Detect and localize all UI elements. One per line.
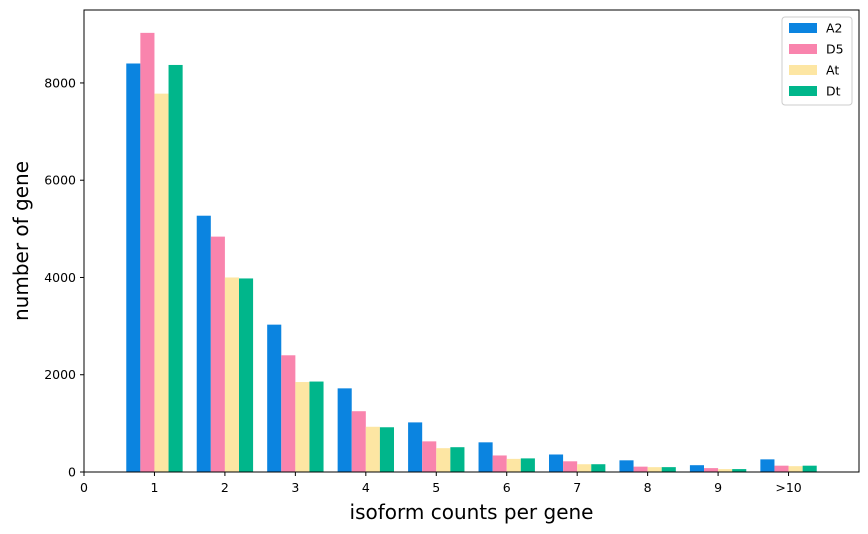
- legend-label-d5: D5: [826, 42, 844, 57]
- bar-d5-gt10: [774, 465, 789, 472]
- x-tick-label: 4: [362, 480, 370, 495]
- bar-dt-5: [450, 447, 465, 472]
- bar-d5-5: [422, 441, 437, 472]
- bar-dt-4: [379, 427, 394, 472]
- bar-at-9: [718, 469, 733, 472]
- x-tick-label: 5: [432, 480, 440, 495]
- y-axis-label: number of gene: [9, 161, 33, 321]
- x-tick-label: 3: [291, 480, 299, 495]
- x-tick-label: 0: [80, 480, 88, 495]
- bars-group: [126, 32, 817, 473]
- x-tick-label: 6: [503, 480, 511, 495]
- legend-swatch-a2: [789, 23, 817, 33]
- x-tick-label: >10: [775, 480, 801, 495]
- bar-a2-9: [689, 465, 704, 472]
- bar-a2-6: [478, 442, 493, 472]
- bar-a2-4: [337, 388, 352, 472]
- bar-at-6: [506, 458, 521, 472]
- y-axis-ticks: 0 2000 4000 6000 8000: [44, 75, 84, 480]
- y-tick-label: 6000: [44, 173, 76, 188]
- bar-at-1: [154, 93, 169, 473]
- bar-dt-8: [661, 467, 676, 472]
- bar-a2-3: [267, 324, 282, 472]
- bar-a2-5: [408, 422, 423, 472]
- bar-d5-1: [140, 32, 155, 472]
- bar-dt-gt10: [802, 465, 817, 472]
- bar-d5-2: [210, 236, 225, 472]
- bar-at-3: [295, 382, 310, 472]
- bar-a2-7: [549, 454, 564, 472]
- bar-dt-6: [520, 458, 535, 472]
- x-tick-label: 9: [714, 480, 722, 495]
- bar-a2-1: [126, 63, 141, 472]
- bar-at-4: [365, 426, 380, 472]
- bar-at-7: [577, 464, 592, 472]
- legend-label-a2: A2: [826, 21, 843, 36]
- legend: A2 D5 At Dt: [781, 16, 853, 106]
- bar-dt-1: [168, 64, 183, 473]
- bar-d5-3: [281, 355, 296, 472]
- x-tick-label: 8: [644, 480, 652, 495]
- legend-swatch-d5: [789, 44, 817, 54]
- bar-dt-3: [309, 381, 324, 472]
- x-axis-label: isoform counts per gene: [350, 500, 594, 524]
- bar-dt-7: [591, 464, 606, 472]
- bar-at-2: [224, 277, 239, 472]
- x-tick-label: 7: [573, 480, 581, 495]
- bar-dt-2: [239, 278, 254, 472]
- bar-at-gt10: [788, 466, 803, 472]
- y-tick-label: 0: [68, 465, 76, 480]
- x-axis-ticks: 0 1 2 3 4 5 6 7 8 9 >10: [80, 472, 802, 495]
- bar-a2-8: [619, 460, 634, 472]
- bar-d5-7: [563, 461, 578, 472]
- legend-box: [781, 16, 853, 106]
- x-tick-label: 2: [221, 480, 229, 495]
- legend-swatch-dt: [789, 86, 817, 96]
- bar-at-5: [436, 448, 451, 472]
- bar-d5-8: [633, 466, 648, 472]
- x-tick-label: 1: [150, 480, 158, 495]
- bar-at-8: [647, 467, 662, 472]
- y-tick-label: 8000: [44, 75, 76, 90]
- legend-swatch-at: [789, 65, 817, 75]
- bar-d5-6: [492, 455, 507, 472]
- bar-d5-4: [351, 411, 366, 472]
- bar-a2-gt10: [760, 459, 775, 472]
- y-tick-label: 2000: [44, 367, 76, 382]
- plot-frame: [83, 9, 860, 473]
- bar-d5-9: [704, 468, 719, 472]
- y-tick-label: 4000: [44, 270, 76, 285]
- bar-a2-2: [196, 215, 211, 472]
- bar-dt-9: [732, 469, 747, 472]
- legend-label-dt: Dt: [826, 84, 841, 99]
- legend-label-at: At: [826, 63, 839, 78]
